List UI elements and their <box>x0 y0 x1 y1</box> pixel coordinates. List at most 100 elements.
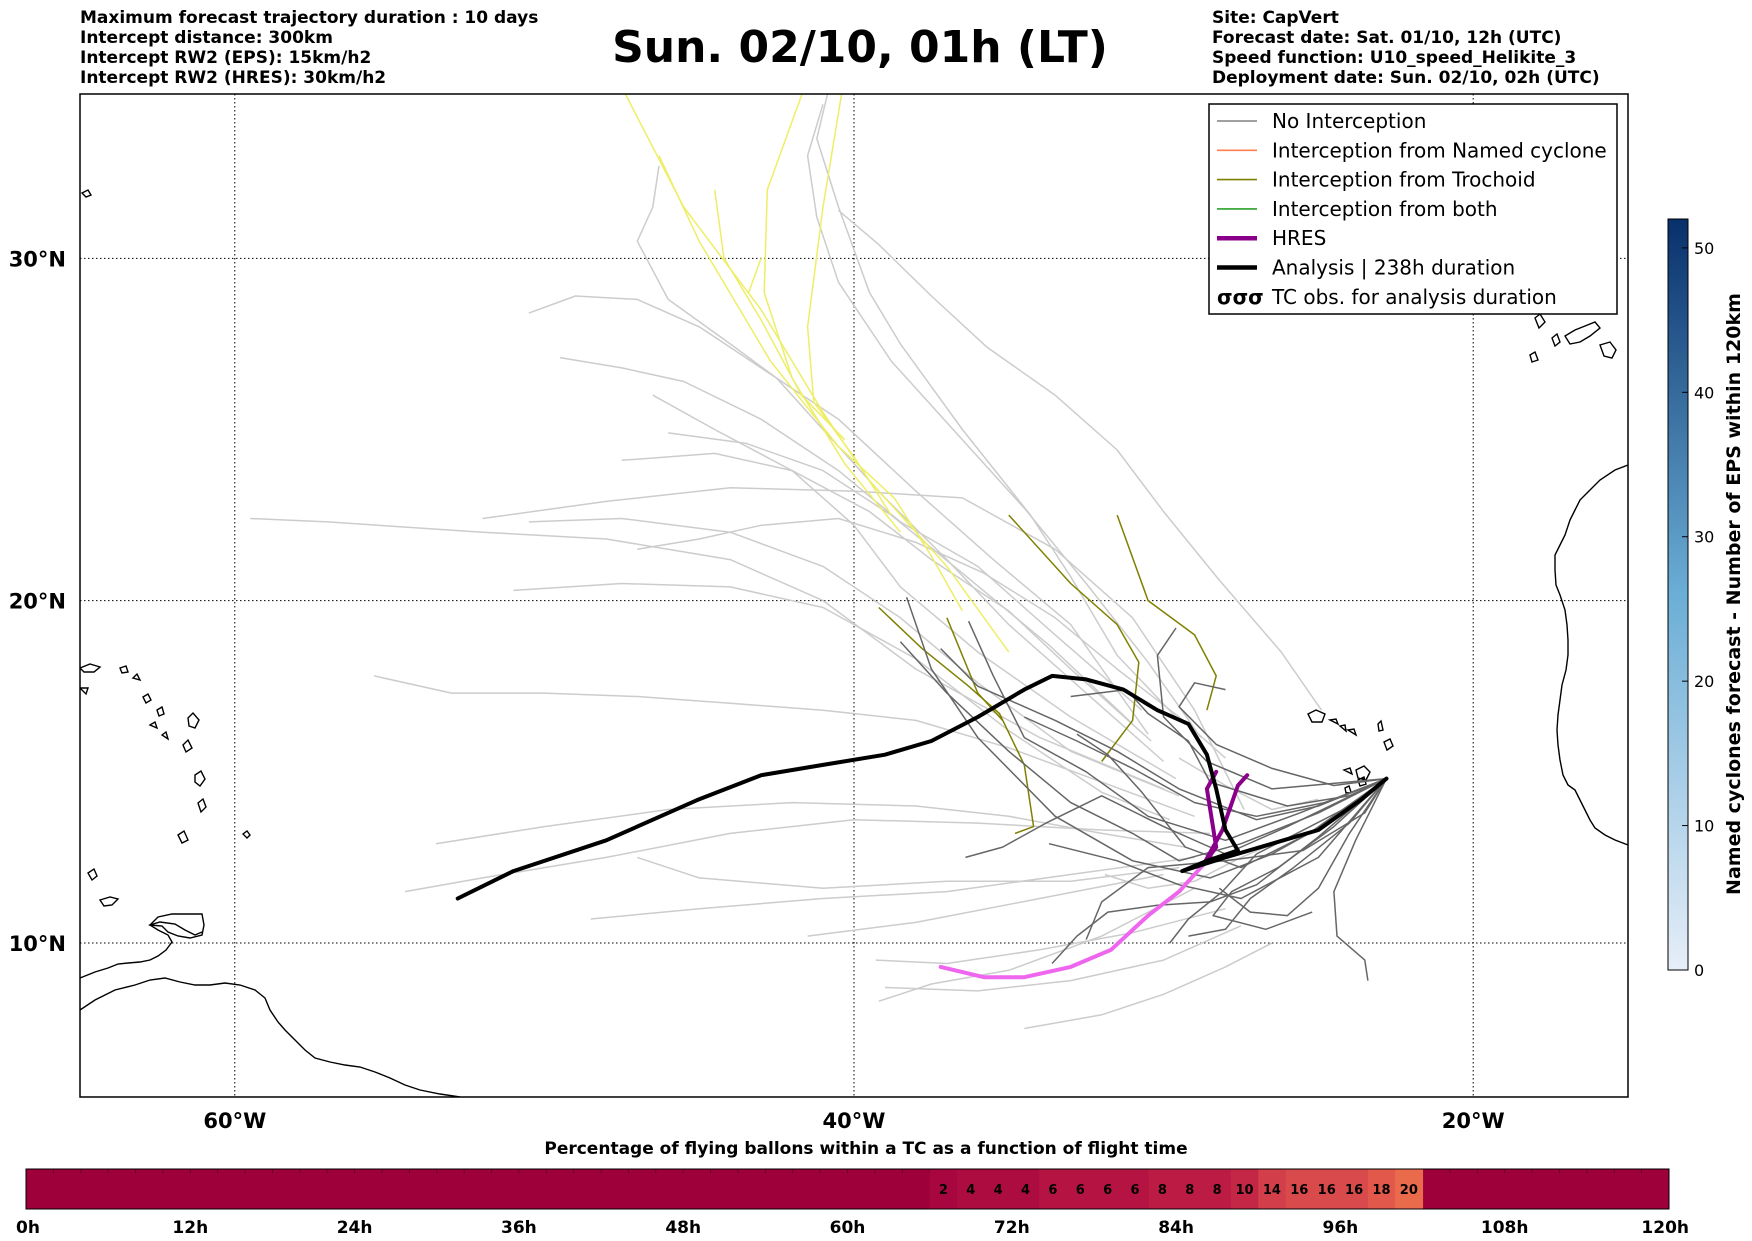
flight-bar-cell: 4 <box>984 1169 1013 1209</box>
trajectory-no-interception <box>1218 778 1388 917</box>
flight-bar-cell-value: 2 <box>939 1183 948 1198</box>
trajectory-yellow <box>747 258 762 293</box>
island-trinidad <box>148 913 205 939</box>
flight-bar-tick-label: 48h <box>665 1218 701 1238</box>
speed-function-text: Speed function: U10_speed_Helikite_3 <box>1212 48 1577 68</box>
flight-bar-cell-value: 20 <box>1400 1183 1418 1198</box>
flight-bar-cell-value: 10 <box>1236 1183 1254 1198</box>
flight-bar-cell-value: 14 <box>1263 1183 1281 1198</box>
colorbar-tick-label: 30 <box>1694 528 1714 547</box>
flight-bar-cell-value: 16 <box>1318 1183 1336 1198</box>
islands-antilles-5 <box>177 829 189 844</box>
trajectory-no-interception <box>1212 778 1388 931</box>
islands-antilles-1 <box>187 711 200 729</box>
flight-bar-cell-fill <box>1258 1169 1287 1209</box>
island-barbados <box>241 830 251 839</box>
intercept-distance-text: Intercept distance: 300km <box>80 28 333 48</box>
trajectories-yellow <box>624 94 1010 653</box>
islands-antilles-6 <box>87 867 98 882</box>
flight-bar-cell: 4 <box>957 1169 985 1209</box>
trajectory-light-gray <box>513 582 1171 821</box>
trajectory-light-gray <box>878 887 1195 1002</box>
colorbar-label: Named cyclones forecast - Number of EPS … <box>1723 293 1745 895</box>
coast-central-south <box>80 921 203 979</box>
trajectory-light-gray <box>1104 836 1291 889</box>
flight-bar-cell-value: 8 <box>1213 1183 1222 1198</box>
coast-south-america <box>80 977 461 1097</box>
flight-bar-cell-value: 16 <box>1345 1183 1363 1198</box>
trajectory-light-gray <box>373 675 1195 818</box>
legend-entry: Interception from Named cyclone <box>1217 138 1607 162</box>
trajectory-yellow <box>658 155 964 612</box>
colorbar-tick-label: 20 <box>1694 672 1714 691</box>
flight-bar-tick-label: 36h <box>501 1218 537 1238</box>
flight-bar-cell: 2 <box>929 1169 958 1209</box>
lat-tick-label: 30°N <box>9 247 66 271</box>
lon-tick-label: 60°W <box>203 1109 266 1133</box>
flight-bar-cell-value: 4 <box>994 1183 1003 1198</box>
map-legend: No Interception Interception from Named c… <box>1208 103 1618 315</box>
flight-bar-title: Percentage of flying ballons within a TC… <box>544 1139 1187 1159</box>
page-title: Sun. 02/10, 01h (LT) <box>612 22 1108 73</box>
flight-bar-tick-label: 84h <box>1158 1218 1194 1238</box>
islands-leeward <box>142 693 170 741</box>
islands-virgin <box>80 663 142 696</box>
coast-west-africa <box>1554 464 1628 846</box>
trajectory-yellow <box>806 94 892 516</box>
site-text: Site: CapVert <box>1212 8 1339 28</box>
flight-bar-tick-label: 108h <box>1481 1218 1529 1238</box>
trajectory-yellow <box>713 189 846 441</box>
trajectory-no-interception <box>967 620 1387 842</box>
islands-antilles-4 <box>197 797 207 814</box>
hres-line-dark <box>1201 773 1250 867</box>
flight-bar-cell-fill <box>1011 1169 1040 1209</box>
trajectory-no-interception <box>1048 778 1388 900</box>
flight-bar-cell-fill <box>1066 1169 1095 1209</box>
legend-entry-label: Interception from Trochoid <box>1272 168 1536 192</box>
flight-bar-cell: 10 <box>1230 1169 1259 1209</box>
trajectory-light-gray <box>884 925 1242 992</box>
flight-bar-cell-value: 8 <box>1185 1183 1194 1198</box>
trajectory-light-gray <box>482 486 1245 810</box>
trajectory-light-gray <box>1024 942 1273 1030</box>
flight-bar-cell: 6 <box>1039 1169 1068 1209</box>
trajectory-trochoid <box>946 617 1004 721</box>
flight-bar-cell-value: 16 <box>1290 1183 1308 1198</box>
flight-bar-tick-label: 120h <box>1641 1218 1689 1238</box>
colorbar-tick-label: 0 <box>1694 961 1704 980</box>
flight-bar-cell: 16 <box>1285 1169 1314 1209</box>
trajectory-no-interception <box>1333 778 1388 981</box>
islands-antilles-3 <box>194 769 206 788</box>
flight-bar-cell: 20 <box>1395 1169 1424 1209</box>
trajectory-light-gray <box>528 517 1180 797</box>
flight-bar-cell: 14 <box>1258 1169 1287 1209</box>
flight-bar-tick-label: 24h <box>337 1218 373 1238</box>
colorbar-gradient <box>1667 218 1689 971</box>
flight-bar-cell-fill <box>1203 1169 1232 1209</box>
trajectory-light-gray <box>435 801 1186 848</box>
trajectory-light-gray <box>559 356 1143 711</box>
coastlines <box>80 189 1628 1097</box>
lon-tick-label: 20°W <box>1442 1109 1505 1133</box>
trajectory-light-gray <box>590 856 1195 920</box>
trajectory-trochoid <box>878 606 1035 835</box>
flight-bar-cell-value: 6 <box>1076 1183 1085 1198</box>
flight-bar-tick-label: 0h <box>16 1218 40 1238</box>
islands-antilles-7 <box>98 896 120 907</box>
intercept-hres-text: Intercept RW2 (HRES): 30km/h2 <box>80 68 387 88</box>
flight-bar-cell-value: 18 <box>1372 1183 1390 1198</box>
trajectory-no-interception <box>1023 716 1387 818</box>
trajectory-no-interception <box>940 648 1387 821</box>
map-frame <box>79 93 1629 1098</box>
flight-bar-cell-fill <box>1093 1169 1122 1209</box>
flight-bar-cell: 16 <box>1340 1169 1369 1209</box>
legend-entry: Analysis | 238h duration <box>1217 256 1515 280</box>
trajectory-no-interception <box>1156 627 1387 790</box>
trajectory-no-interception <box>899 641 1387 862</box>
legend-entry: Interception from Trochoid <box>1217 168 1536 192</box>
flight-bar-cell-fill <box>957 1169 985 1209</box>
legend-box <box>1208 103 1618 315</box>
flight-bar-cell-fill <box>1340 1169 1369 1209</box>
hres-line-light <box>938 862 1206 980</box>
tc-symbol-icon: σσσ <box>1217 285 1264 309</box>
